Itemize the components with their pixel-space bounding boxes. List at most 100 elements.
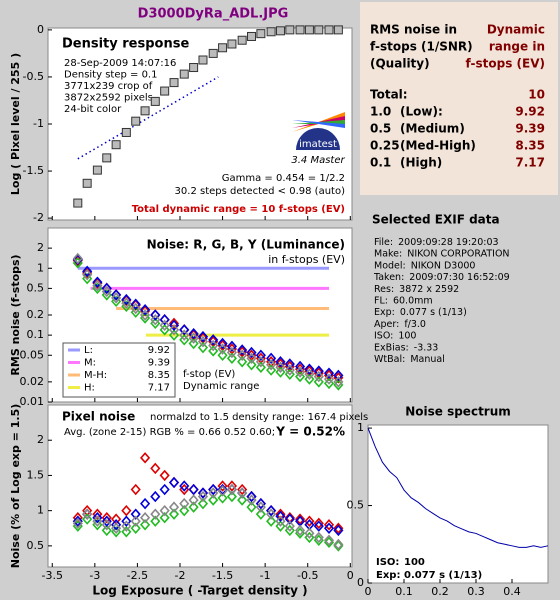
marker <box>92 511 103 524</box>
y-tick-label: 0.01 <box>20 395 45 408</box>
marker <box>179 504 190 517</box>
marker <box>208 48 218 58</box>
marker <box>304 368 315 380</box>
chart-subtitle: in f-stops (EV) <box>268 253 345 266</box>
marker <box>275 26 285 36</box>
y-tick-label: 0.5 <box>27 281 45 294</box>
x-tick-label: 0.4 <box>503 585 521 598</box>
exif-key: ExBias: <box>374 342 409 353</box>
marker <box>159 314 170 326</box>
table-quality: 1.0 <box>370 105 391 119</box>
y-tick-label: -1.5 <box>23 164 44 177</box>
marker <box>188 501 199 513</box>
marker <box>159 511 170 524</box>
table-header: RMS noise in <box>370 23 457 37</box>
marker <box>150 309 161 321</box>
marker <box>217 480 228 492</box>
marker <box>188 328 199 340</box>
exif-row: ISO: 100 <box>374 330 416 341</box>
exif-key: Exp: <box>374 307 395 318</box>
exif-value: 2009:09:28 19:20:03 <box>398 237 498 248</box>
marker <box>82 508 93 520</box>
marker <box>266 352 277 365</box>
exif-row: File: 2009:09:28 19:20:03 <box>374 237 499 248</box>
y-tick-label: 0.02 <box>20 375 45 388</box>
marker <box>275 361 286 374</box>
marker <box>150 490 161 503</box>
exif-key: Aper: <box>374 318 399 329</box>
marker <box>179 497 190 510</box>
marker <box>247 31 257 41</box>
marker <box>333 25 343 35</box>
marker <box>188 337 199 350</box>
marker <box>294 366 306 378</box>
plot-area <box>367 424 549 584</box>
exif-value: Manual <box>410 354 445 365</box>
y-tick-label: 1 <box>37 504 44 517</box>
marker <box>217 349 228 361</box>
table-quality: 0.1 <box>370 156 391 170</box>
x-axis-label: Log Exposure ( -Target density ) <box>92 584 307 598</box>
marker <box>226 346 238 359</box>
marker <box>111 140 121 150</box>
marker <box>285 25 295 35</box>
highlight: Y = 0.52% <box>275 425 345 439</box>
marker <box>284 520 295 532</box>
exif-key: Make: <box>374 248 402 259</box>
marker <box>294 370 306 383</box>
marker <box>284 513 295 525</box>
marker <box>179 69 189 79</box>
x-tick-label: -2 <box>175 569 186 582</box>
marker <box>150 508 161 520</box>
marker <box>266 504 277 517</box>
spectrum-line <box>367 427 549 548</box>
marker <box>197 341 209 354</box>
marker <box>323 534 335 546</box>
table-quality: 0.5 <box>370 122 391 136</box>
x-tick-label: -3.5 <box>42 569 63 582</box>
annotation: normalzd to 1.5 density range: 167.4 pix… <box>150 412 368 423</box>
legend-note: f-stop (EV) <box>183 369 235 380</box>
marker <box>217 492 228 504</box>
marker <box>333 538 344 551</box>
table-quality: Total: <box>370 88 408 102</box>
legend-box <box>62 342 176 398</box>
marker <box>130 302 141 315</box>
marker <box>130 298 141 310</box>
note: 30.2 steps detected < 0.98 (auto) <box>175 186 346 197</box>
marker <box>333 369 344 382</box>
x-tick-label: 0.2 <box>431 585 449 598</box>
marker <box>140 106 150 116</box>
note: Gamma = 0.454 = 1/2.2 <box>222 173 345 184</box>
marker <box>323 519 335 531</box>
marker <box>101 511 112 524</box>
marker <box>255 501 266 513</box>
marker <box>226 352 238 365</box>
marker <box>121 520 132 532</box>
marker <box>304 515 315 527</box>
marker <box>304 373 315 385</box>
marker <box>256 29 266 39</box>
exif-key: Res: <box>374 283 394 294</box>
exif-row: ExBias: -3.33 <box>374 342 438 353</box>
marker <box>130 515 141 527</box>
exif-key: Model: <box>374 260 406 271</box>
marker <box>226 483 238 496</box>
marker <box>275 508 286 520</box>
marker <box>168 319 180 332</box>
exif-value: 3872 x 2592 <box>399 283 459 294</box>
exif-row: Model: NIKON D3000 <box>374 260 475 271</box>
marker <box>227 39 237 49</box>
marker <box>179 324 190 336</box>
marker <box>159 324 170 336</box>
marker <box>226 340 238 353</box>
marker <box>323 367 335 379</box>
marker <box>198 55 208 65</box>
marker <box>168 324 180 336</box>
marker <box>150 462 161 475</box>
marker <box>304 25 314 35</box>
exif-value: NIKON D3000 <box>411 260 476 271</box>
marker <box>92 165 102 175</box>
marker <box>266 508 277 520</box>
marker <box>160 86 170 96</box>
